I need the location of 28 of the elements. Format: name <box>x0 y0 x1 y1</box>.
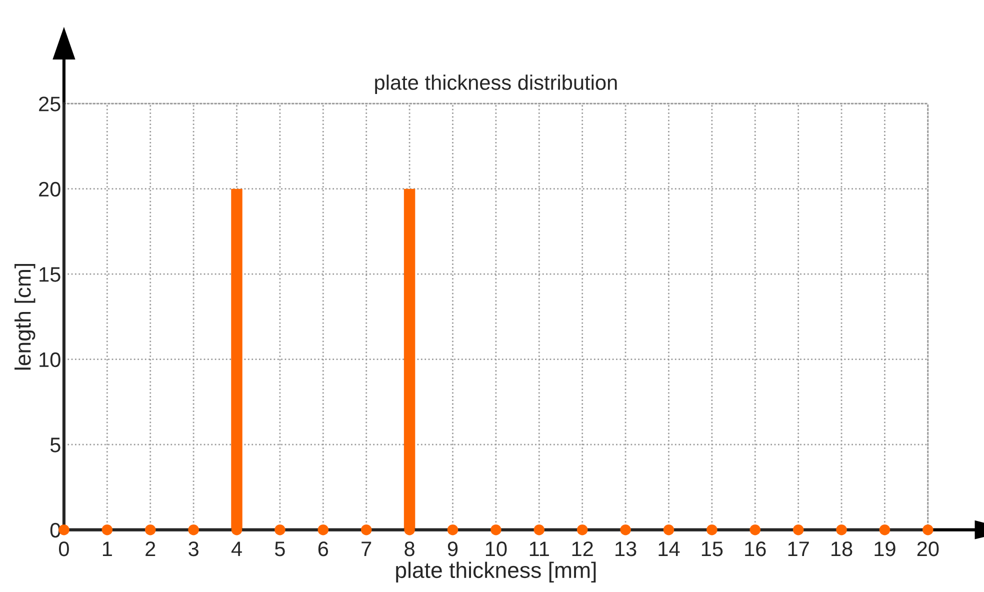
x-tick-label: 17 <box>788 542 809 556</box>
y-axis-title: length [cm] <box>14 264 36 370</box>
x-tick-label: 19 <box>874 542 896 556</box>
x-tick-label: 14 <box>658 542 680 556</box>
y-tick-label: 15 <box>40 267 60 282</box>
x-tick-label: 7 <box>362 542 372 556</box>
y-tick-label: 20 <box>39 182 60 197</box>
x-tick-label: 6 <box>318 542 328 556</box>
y-tick-label: 10 <box>40 352 60 368</box>
x-tick-label: 8 <box>404 542 414 556</box>
chart-title: plate thickness distribution <box>375 74 617 94</box>
x-tick-label: 1 <box>102 542 112 556</box>
x-tick-label: 16 <box>745 542 766 556</box>
y-tick-label: 25 <box>39 96 60 112</box>
y-tick-label: 5 <box>50 438 60 452</box>
x-tick-label: 12 <box>572 542 593 556</box>
x-tick-label: 10 <box>486 542 507 556</box>
x-tick-label: 3 <box>188 542 198 556</box>
x-tick-label: 11 <box>530 542 549 556</box>
x-tick-label: 20 <box>917 542 939 556</box>
x-tick-label: 5 <box>274 542 285 556</box>
x-tick-label: 18 <box>832 542 852 556</box>
x-tick-label: 13 <box>616 542 636 556</box>
x-tick-label: 15 <box>702 542 723 556</box>
x-tick-label: 9 <box>448 542 458 556</box>
x-tick-label: 4 <box>231 542 242 556</box>
x-tick-label: 2 <box>146 542 156 556</box>
x-axis-title: plate thickness [mm] <box>396 562 596 582</box>
